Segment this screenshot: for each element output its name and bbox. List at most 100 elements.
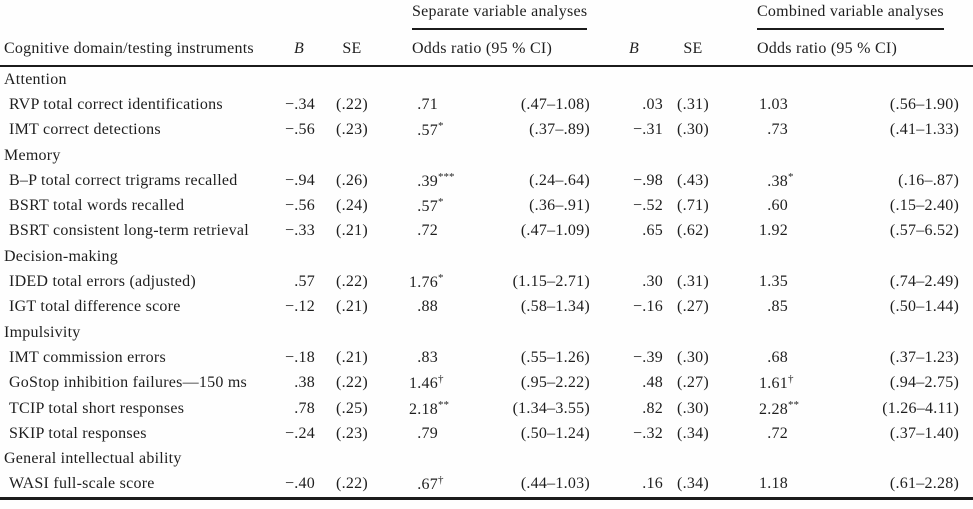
section-row: Memory [0,143,973,168]
ci-value-combined: (.57–6.52) [889,222,960,240]
odds-ratio-separate: 2.18** [384,396,458,421]
b-value-separate: −.18 [284,348,315,366]
table-row: RVP total correct identifications −.34 (.2… [0,92,973,117]
ci-value-combined: (.37–1.40) [889,424,960,442]
row-label: WASI full-scale score [9,475,155,493]
odds-ratio-separate: 1.76* [384,269,458,294]
odds-ratio-combined: .38* [718,168,840,193]
odds-ratio-combined: 1.18 [718,472,840,499]
section-row: Decision-making [0,244,973,269]
odds-ratio-number: .68 [767,348,788,366]
odds-ratio-number: 1.92 [759,222,788,240]
odds-ratio-combined: 2.28** [718,396,840,421]
row-label: BSRT consistent long-term retrieval [9,222,249,240]
row-label: SKIP total responses [9,424,147,442]
odds-ratio-number: .72 [767,424,788,442]
odds-ratio-number: .57 [417,198,438,216]
odds-ratio-combined: 1.92 [718,219,840,244]
se-value-separate: (.21) [336,348,368,366]
column-header-b-combined: B [600,32,668,67]
row-label: RVP total correct identifications [9,95,223,113]
ci-value-separate: (.47–1.09) [520,222,590,240]
spanner-combined-cell: Combined variable analyses [718,0,973,32]
ci-value-separate: (.50–1.24) [520,424,590,442]
se-value-combined: (.71) [677,197,709,215]
odds-ratio-separate: .79 [384,421,458,446]
b-value-separate: −.33 [284,222,315,240]
section-label: General intellectual ability [4,450,182,468]
odds-ratio-separate: .83 [384,345,458,370]
odds-ratio-combined: .60 [718,193,840,218]
odds-ratio-number: .71 [417,95,438,113]
se-value-separate: (.22) [336,273,368,291]
ci-value-combined: (.50–1.44) [889,298,960,316]
odds-ratio-number: .39 [417,172,438,190]
ci-value-combined: (.61–2.28) [889,475,960,493]
odds-ratio-separate: .88 [384,295,458,320]
odds-ratio-combined: 1.35 [718,269,840,294]
odds-ratio-number: 2.28 [759,400,788,418]
ci-value-combined: (.56–1.90) [889,95,960,113]
column-header-se-separate: SE [320,32,384,67]
se-value-combined: (.27) [677,374,709,392]
section-row: Attention [0,66,973,92]
column-header-odds-ratio-combined: Odds ratio (95 % CI) [718,32,973,67]
b-value-separate: .38 [294,374,315,392]
ci-value-separate: (.37–.89) [529,121,590,139]
odds-ratio-number: 1.18 [759,475,788,493]
odds-ratio-separate: .57* [384,118,458,143]
ci-value-separate: (.47–1.08) [520,95,590,113]
se-value-combined: (.31) [677,273,709,291]
odds-ratio-separate: .57* [384,193,458,218]
table-row: IMT correct detections −.56 (.23) .57* (.37–… [0,118,973,143]
section-label: Impulsivity [4,323,81,341]
section-label: Memory [4,146,61,164]
row-label: TCIP total short responses [9,399,185,417]
se-value-separate: (.23) [336,424,368,442]
spanner-separate-cell: Separate variable analyses [384,0,600,32]
section-row: Impulsivity [0,320,973,345]
odds-ratio-combined: .72 [718,421,840,446]
b-value-combined: −.31 [632,121,663,139]
se-value-separate: (.22) [336,475,368,493]
b-value-separate: −.12 [284,298,315,316]
b-value-separate: −.24 [284,424,315,442]
odds-ratio-separate: .72 [384,219,458,244]
odds-ratio-number: 1.46 [409,375,438,393]
ci-value-combined: (.74–2.49) [889,273,960,291]
odds-ratio-number: .38 [767,172,788,190]
ci-value-separate: (.44–1.03) [520,475,590,493]
odds-ratio-number: .72 [417,222,438,240]
b-value-combined: .65 [642,222,663,240]
spanner-combined-label: Combined variable analyses [757,3,944,30]
ci-value-separate: (.55–1.26) [520,348,590,366]
row-label: BSRT total words recalled [9,197,185,215]
row-label: IMT correct detections [9,121,161,139]
b-value-combined: .30 [642,273,663,291]
se-value-separate: (.23) [336,121,368,139]
b-value-separate: −.40 [284,475,315,493]
b-value-combined: −.39 [632,348,663,366]
row-label: GoStop inhibition failures—150 ms [9,374,248,392]
odds-ratio-number: .83 [417,348,438,366]
table-row: BSRT total words recalled −.56 (.24) .57* (.… [0,193,973,218]
ci-value-separate: (.24–.64) [529,171,590,189]
se-value-separate: (.22) [336,374,368,392]
column-header-domain: Cognitive domain/testing instruments [0,32,278,67]
ci-value-combined: (.94–2.75) [889,374,960,392]
ci-value-separate: (.36–.91) [529,197,590,215]
odds-ratio-number: 1.03 [759,95,788,113]
table-row: IMT commission errors −.18 (.21) .83 (.55–1.… [0,345,973,370]
odds-ratio-combined: 1.61† [718,371,840,396]
b-value-combined: .82 [642,399,663,417]
b-value-combined: .16 [642,475,663,493]
b-value-separate: −.56 [284,197,315,215]
odds-ratio-number: .88 [417,298,438,316]
table-row: WASI full-scale score −.40 (.22) .67† (.44–1… [0,472,973,499]
odds-ratio-combined: .68 [718,345,840,370]
section-label: Attention [4,70,67,88]
b-value-combined: .03 [642,95,663,113]
column-header-b-separate: B [278,32,320,67]
se-value-separate: (.26) [336,171,368,189]
spanner-row: Separate variable analyses Combined vari… [0,0,973,32]
